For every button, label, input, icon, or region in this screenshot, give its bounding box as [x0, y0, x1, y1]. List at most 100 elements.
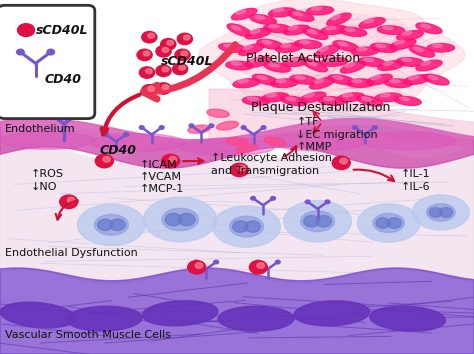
Ellipse shape — [401, 58, 412, 62]
Ellipse shape — [290, 75, 317, 84]
Text: CD40: CD40 — [100, 144, 137, 157]
Ellipse shape — [294, 301, 370, 326]
Ellipse shape — [226, 61, 253, 70]
Text: Platelet Activation: Platelet Activation — [246, 52, 361, 65]
Ellipse shape — [300, 40, 310, 44]
Text: Vascular Smooth Muscle Cells: Vascular Smooth Muscle Cells — [5, 330, 171, 339]
Ellipse shape — [252, 74, 279, 85]
Ellipse shape — [302, 28, 328, 39]
Circle shape — [249, 261, 267, 274]
Ellipse shape — [337, 93, 365, 102]
Ellipse shape — [233, 79, 260, 88]
Ellipse shape — [401, 32, 412, 35]
Ellipse shape — [227, 24, 252, 36]
Ellipse shape — [98, 219, 113, 230]
Ellipse shape — [416, 23, 442, 34]
Circle shape — [340, 158, 347, 164]
Circle shape — [159, 126, 164, 129]
Circle shape — [167, 40, 173, 45]
Ellipse shape — [390, 79, 400, 83]
Ellipse shape — [243, 45, 253, 50]
Circle shape — [271, 196, 275, 200]
Ellipse shape — [281, 44, 291, 47]
Ellipse shape — [250, 15, 276, 24]
Ellipse shape — [396, 58, 424, 66]
Ellipse shape — [318, 97, 346, 105]
Circle shape — [175, 49, 190, 61]
Ellipse shape — [162, 208, 199, 231]
Ellipse shape — [229, 216, 264, 237]
Circle shape — [194, 260, 199, 264]
Circle shape — [209, 124, 214, 127]
Ellipse shape — [328, 75, 355, 85]
Ellipse shape — [414, 47, 423, 51]
Ellipse shape — [110, 219, 125, 230]
Text: ↑TF
↓EC migration
↑MMP: ↑TF ↓EC migration ↑MMP — [296, 117, 378, 152]
Circle shape — [162, 67, 169, 72]
Ellipse shape — [364, 19, 374, 23]
Circle shape — [353, 126, 357, 129]
Ellipse shape — [261, 93, 289, 102]
Ellipse shape — [412, 195, 469, 230]
Ellipse shape — [307, 29, 317, 34]
Ellipse shape — [351, 47, 379, 56]
Ellipse shape — [262, 40, 272, 44]
Ellipse shape — [178, 213, 195, 226]
Ellipse shape — [295, 76, 305, 79]
Ellipse shape — [283, 25, 310, 35]
Ellipse shape — [333, 76, 343, 79]
Ellipse shape — [301, 211, 335, 232]
Ellipse shape — [218, 306, 294, 331]
Ellipse shape — [238, 79, 248, 83]
Ellipse shape — [231, 8, 257, 20]
Ellipse shape — [358, 57, 386, 67]
Ellipse shape — [380, 93, 391, 97]
Ellipse shape — [283, 57, 310, 67]
Circle shape — [139, 126, 144, 129]
Circle shape — [137, 49, 152, 61]
Circle shape — [189, 124, 194, 127]
Ellipse shape — [360, 132, 455, 150]
Circle shape — [183, 35, 190, 40]
Ellipse shape — [320, 58, 348, 66]
Circle shape — [18, 24, 35, 36]
Text: ↑IL-1
↑IL-6: ↑IL-1 ↑IL-6 — [401, 169, 430, 192]
Ellipse shape — [242, 97, 270, 105]
Ellipse shape — [326, 58, 336, 62]
Ellipse shape — [306, 6, 334, 15]
Circle shape — [67, 197, 75, 203]
Ellipse shape — [364, 58, 374, 62]
Text: ↑ICAM
↑VCAM
↑MCP-1: ↑ICAM ↑VCAM ↑MCP-1 — [140, 160, 184, 194]
Ellipse shape — [264, 137, 286, 146]
Circle shape — [179, 65, 185, 70]
Circle shape — [104, 133, 109, 136]
Ellipse shape — [245, 57, 272, 67]
Ellipse shape — [375, 93, 402, 102]
Text: Plaque Destabilization: Plaque Destabilization — [251, 102, 391, 114]
Circle shape — [47, 49, 55, 55]
Ellipse shape — [340, 62, 366, 73]
Ellipse shape — [394, 96, 421, 105]
Polygon shape — [199, 0, 465, 111]
Ellipse shape — [357, 204, 420, 242]
Ellipse shape — [395, 40, 404, 44]
Ellipse shape — [300, 92, 326, 103]
Circle shape — [241, 126, 246, 129]
Ellipse shape — [323, 97, 334, 101]
Ellipse shape — [269, 63, 279, 67]
Ellipse shape — [387, 218, 401, 228]
Circle shape — [173, 63, 188, 75]
Ellipse shape — [77, 204, 145, 246]
Ellipse shape — [273, 8, 284, 12]
Circle shape — [148, 86, 155, 91]
Circle shape — [181, 51, 188, 56]
Ellipse shape — [376, 218, 390, 228]
Ellipse shape — [423, 74, 449, 85]
Ellipse shape — [319, 47, 328, 52]
Ellipse shape — [345, 63, 355, 67]
Circle shape — [305, 200, 310, 204]
Ellipse shape — [236, 10, 246, 14]
Ellipse shape — [359, 18, 385, 28]
Ellipse shape — [90, 134, 185, 152]
Ellipse shape — [421, 61, 430, 65]
